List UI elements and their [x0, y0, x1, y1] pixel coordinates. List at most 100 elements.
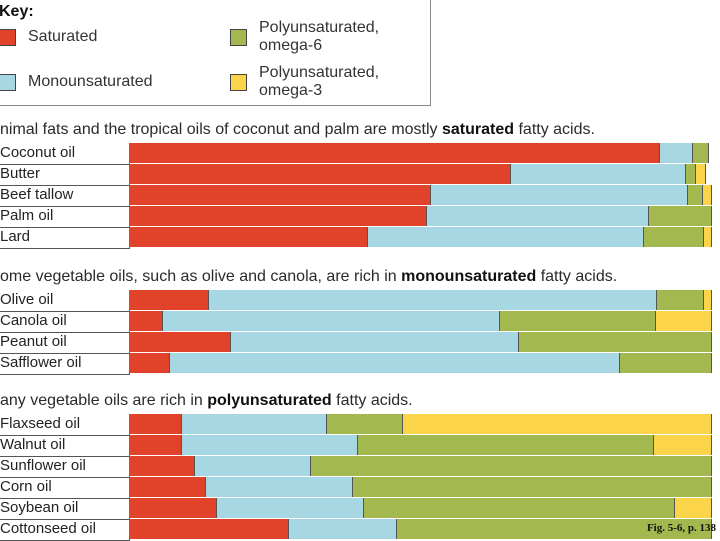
bar-segment-monounsaturated [430, 185, 688, 205]
group-heading-emphasis: polyunsaturated [207, 392, 332, 409]
bar-row [129, 311, 712, 331]
bar-segment-omega3 [403, 414, 712, 434]
bar-row [129, 498, 712, 518]
bar-segment-saturated [129, 227, 369, 247]
bar-row [129, 332, 712, 352]
figure-caption: Fig. 5-6, p. 138 [646, 522, 716, 534]
group-heading-text: any vegetable oils are rich in [0, 392, 208, 409]
row-label: Safflower oil [0, 354, 82, 371]
bar-segment-monounsaturated [163, 311, 500, 331]
bar-segment-saturated [129, 164, 512, 184]
bar-row [129, 227, 712, 247]
legend-label-monounsaturated: Monounsaturated [28, 73, 153, 90]
bar-segment-omega6 [499, 311, 657, 331]
bar-segment-saturated [129, 206, 427, 226]
legend-swatch-omega3 [230, 73, 247, 91]
group-heading-2: ome vegetable oils, such as olive and ca… [0, 268, 617, 286]
bar-segment-monounsaturated [660, 143, 694, 163]
bar-segment-omega6 [693, 143, 709, 163]
legend-box: Key: Saturated Monounsaturated Polyunsat… [0, 0, 431, 106]
bar-segment-omega6 [687, 185, 703, 205]
row-label: Beef tallow [0, 186, 74, 203]
bar-segment-monounsaturated [217, 498, 364, 518]
bar-row [129, 414, 712, 434]
bar-segment-omega6 [644, 227, 705, 247]
row-label: Corn oil [0, 478, 52, 495]
legend-label-omega6: Polyunsaturated, omega-6 [259, 19, 380, 54]
bar-row [129, 477, 712, 497]
row-label: Lard [0, 228, 31, 245]
group-heading-text: fatty acids. [514, 121, 595, 138]
row-divider [0, 476, 130, 478]
bar-segment-monounsaturated [194, 456, 311, 476]
row-divider [0, 434, 130, 436]
row-divider [0, 352, 130, 354]
bar-segment-omega6 [620, 353, 712, 373]
bar-segment-saturated [129, 498, 218, 518]
bar-segment-monounsaturated [511, 164, 687, 184]
row-label: Soybean oil [0, 499, 79, 516]
bar-segment-saturated [129, 185, 431, 205]
bar-row [129, 519, 712, 539]
bar-segment-omega6 [519, 332, 712, 352]
bar-row [129, 185, 712, 205]
row-label: Coconut oil [0, 144, 76, 161]
bar-segment-monounsaturated [368, 227, 645, 247]
row-label: Canola oil [0, 312, 67, 329]
bar-segment-saturated [129, 311, 164, 331]
bar-segment-omega6 [396, 519, 712, 539]
group-heading-text: nimal fats and the tropical oils of coco… [0, 121, 442, 138]
bar-segment-monounsaturated [426, 206, 650, 226]
group-heading-3: any vegetable oils are rich in polyunsat… [0, 392, 413, 410]
row-label: Sunflower oil [0, 457, 86, 474]
row-label: Peanut oil [0, 333, 67, 350]
bar-segment-omega6 [686, 164, 696, 184]
bar-row [129, 164, 712, 184]
row-divider [0, 163, 130, 165]
row-divider [0, 247, 130, 249]
bar-segment-omega6 [363, 498, 675, 518]
bar-segment-omega3 [703, 290, 712, 310]
legend-label-omega3: Polyunsaturated, omega-3 [259, 64, 380, 99]
row-label: Flaxseed oil [0, 415, 81, 432]
row-divider [0, 184, 130, 186]
bar-segment-monounsaturated [231, 332, 520, 352]
bar-segment-monounsaturated [205, 477, 353, 497]
row-label: Palm oil [0, 207, 54, 224]
bar-segment-omega6 [310, 456, 712, 476]
bar-segment-omega3 [674, 498, 712, 518]
bar-row [129, 290, 712, 310]
legend-item-omega6: Polyunsaturated, omega-6 [230, 19, 409, 55]
group-heading-text: fatty acids. [331, 392, 413, 409]
bar-segment-saturated [129, 143, 661, 163]
row-label: Cottonseed oil [0, 520, 96, 537]
legend-label-saturated: Saturated [28, 28, 98, 45]
bar-segment-omega3 [702, 185, 712, 205]
bar-segment-saturated [129, 477, 206, 497]
group-heading-text: ome vegetable oils, such as olive and ca… [0, 268, 402, 285]
bar-segment-monounsaturated [208, 290, 658, 310]
legend-swatch-saturated [0, 28, 16, 46]
bar-segment-monounsaturated [169, 353, 621, 373]
bar-segment-omega3 [704, 227, 712, 247]
bar-row [129, 143, 712, 163]
bar-segment-omega6 [352, 477, 712, 497]
group-heading-1: nimal fats and the tropical oils of coco… [0, 121, 595, 139]
row-divider [0, 310, 130, 312]
row-divider [0, 455, 130, 457]
bar-segment-saturated [129, 290, 209, 310]
row-label: Walnut oil [0, 436, 66, 453]
bar-segment-omega6 [358, 435, 655, 455]
legend-swatch-omega6 [230, 28, 247, 46]
row-divider [0, 331, 130, 333]
bar-segment-omega3 [656, 311, 712, 331]
group-heading-emphasis: monounsaturated [401, 268, 537, 285]
bar-segment-omega6 [327, 414, 403, 434]
row-divider [0, 373, 130, 375]
group-heading-text: fatty acids. [536, 268, 618, 285]
bar-row [129, 206, 712, 226]
bar-segment-saturated [129, 519, 289, 539]
legend-item-monounsaturated: Monounsaturated [0, 73, 153, 91]
bar-row [129, 456, 712, 476]
row-label: Olive oil [0, 291, 54, 308]
